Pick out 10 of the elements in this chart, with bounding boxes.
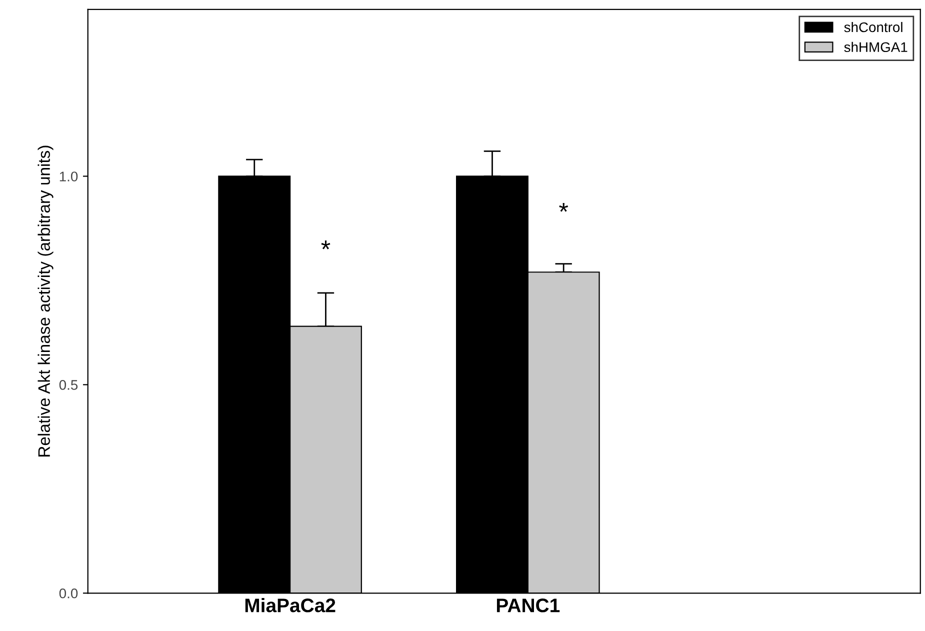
- x-tick-label: MiaPaCa2: [245, 598, 336, 612]
- y-tick-label: 0.0: [59, 588, 78, 598]
- y-tick-label: 1.0: [60, 172, 78, 182]
- legend-label: shHMGA1: [844, 42, 908, 52]
- annotation: *: [321, 240, 330, 250]
- annotation: *: [559, 203, 568, 212]
- y-tick-label: 0.5: [59, 380, 78, 390]
- legend-label: shControl: [844, 22, 902, 32]
- x-tick-label: PANC1: [496, 598, 560, 612]
- y-axis-title: Relative Akt kinase activity (arbitrary units): [38, 146, 54, 456]
